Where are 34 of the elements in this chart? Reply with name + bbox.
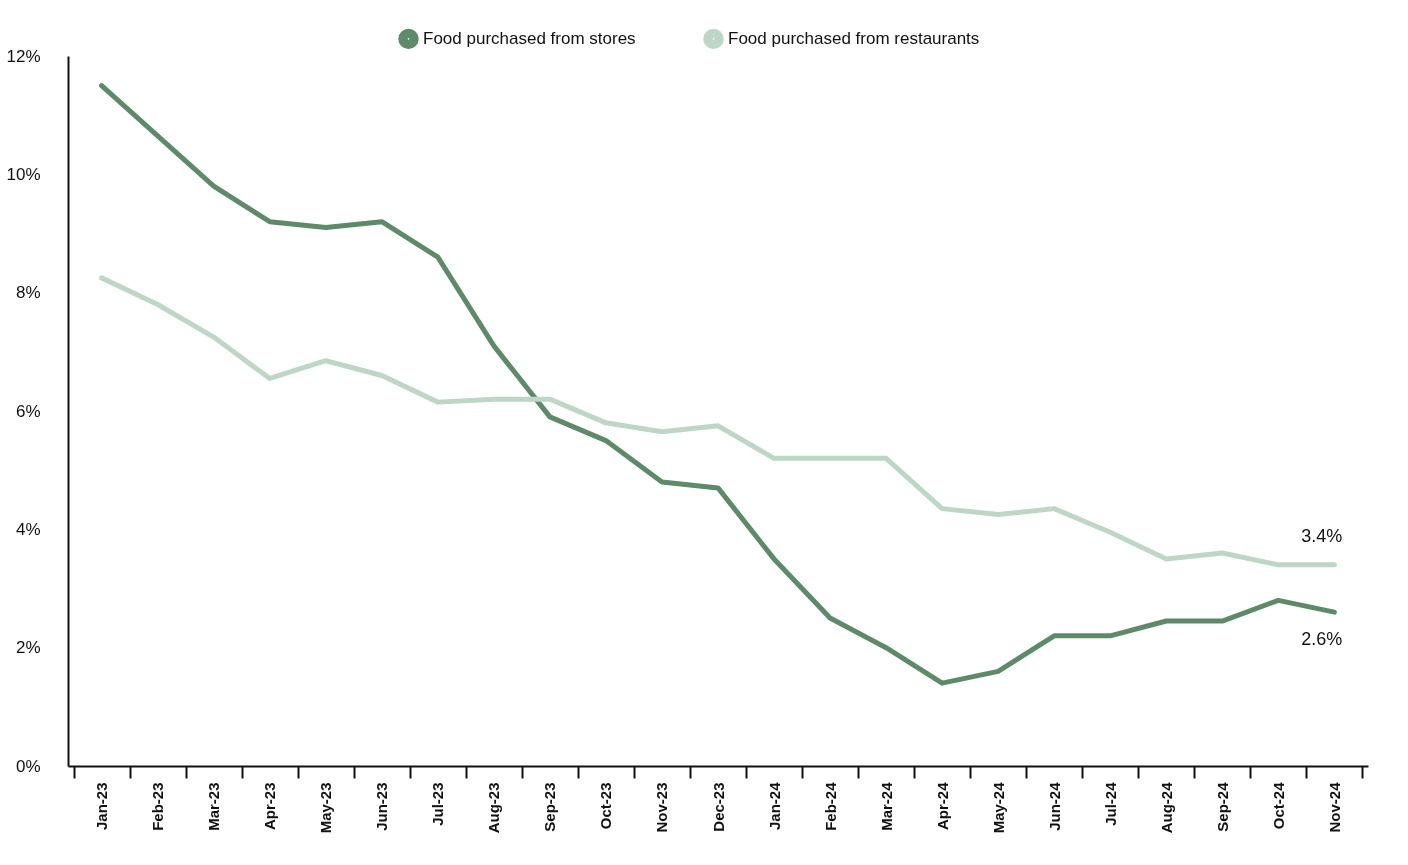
x-tick-label: Oct-23 [597, 782, 615, 830]
x-tick-label: Jul-23 [429, 782, 447, 826]
y-tick-label: 0% [15, 756, 41, 776]
x-tick-label: Jul-24 [1101, 781, 1119, 826]
y-tick-label: 4% [15, 519, 41, 539]
x-tick-label: Jun-24 [1045, 781, 1063, 831]
x-tick-label: Jan-23 [93, 782, 111, 831]
x-tick-label: Mar-23 [205, 782, 223, 831]
y-tick-label: 2% [15, 638, 41, 658]
x-tick-label: Aug-23 [485, 782, 503, 834]
x-tick-label: Mar-24 [877, 781, 895, 831]
legend-label: Food purchased from stores [423, 28, 636, 48]
y-tick-label: 6% [15, 401, 41, 421]
x-tick-label: May-23 [317, 782, 335, 834]
x-tick-label: Apr-24 [933, 781, 951, 831]
x-tick-label: Sep-23 [541, 782, 559, 832]
x-tick-label: Feb-23 [149, 782, 167, 831]
x-tick-label: May-24 [989, 781, 1007, 834]
x-tick-label: Nov-23 [653, 782, 671, 833]
data-label: 3.4% [1301, 525, 1343, 546]
x-tick-label: Sep-24 [1213, 781, 1231, 832]
x-tick-label: Apr-23 [261, 782, 279, 831]
y-tick-label: 10% [6, 164, 41, 184]
data-label: 2.6% [1301, 629, 1343, 650]
x-tick-label: Aug-24 [1157, 781, 1175, 834]
x-tick-label: Feb-24 [821, 781, 839, 831]
x-tick-label: Dec-23 [709, 782, 727, 832]
legend-label: Food purchased from restaurants [728, 28, 980, 48]
x-tick-label: Jun-23 [373, 782, 391, 831]
x-tick-label: Nov-24 [1325, 781, 1343, 833]
y-tick-label: 8% [15, 283, 41, 303]
x-tick-label: Jan-24 [765, 781, 783, 831]
y-tick-label: 12% [6, 46, 41, 66]
x-tick-label: Oct-24 [1269, 781, 1287, 830]
